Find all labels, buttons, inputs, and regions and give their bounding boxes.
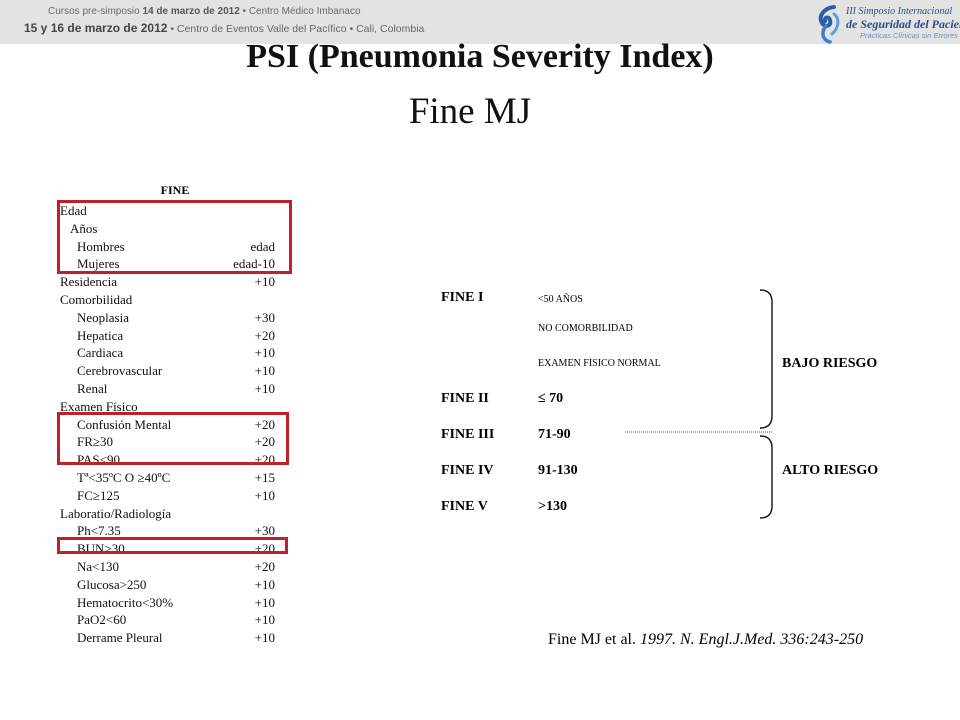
fine-table-row-value: edad [250, 238, 275, 254]
high-risk-label: ALTO RIESGO [782, 463, 879, 478]
fine-table-row-label: Ph<7.35 [77, 523, 121, 539]
class-fine-v: FINE V [441, 499, 488, 514]
fine-table-row-value: +10 [254, 363, 275, 379]
swirl-logo-icon [818, 5, 840, 44]
class-fine-ii: FINE II [441, 391, 489, 406]
citation: Fine MJ et al. 1997. N. Engl.J.Med. 336:… [548, 631, 864, 648]
logo-line-3: Prácticas Clínicas sin Errores [860, 31, 958, 40]
fine-table-row-label: Confusión Mental [77, 416, 172, 432]
fine-table-row-value: +30 [254, 523, 275, 539]
fine-table-row-label: PaO2<60 [77, 612, 127, 628]
fine-table-row-label: Cerebrovascular [77, 363, 163, 379]
fine-table-row-label: Cardiaca [77, 345, 124, 361]
low-risk-bracket [759, 289, 773, 429]
fine-table-row-value: +10 [254, 381, 275, 396]
fine-table-row-label: FR≥30 [77, 434, 114, 450]
criterion-physical-exam: EXAMEN FISICO NORMAL [538, 358, 661, 369]
event-banner: Cursos pre-simposio 14 de marzo de 2012 … [0, 0, 960, 44]
class-fine-iv: FINE IV [441, 463, 494, 478]
fine-table-row-label: FC≥125 [77, 487, 120, 503]
fine-table-row-value: +10 [254, 594, 275, 610]
slide-title: PSI (Pneumonia Severity Index) [246, 38, 714, 75]
fine-table-row-label: Edad [60, 203, 87, 218]
fine-table-row-label: Derrame Pleural [77, 630, 163, 646]
fine-table-row-label: Neoplasia [77, 309, 129, 325]
fine-table-row-label: Hepatica [77, 327, 124, 343]
highlight-box-age [57, 200, 292, 274]
fine-table-row-value: +20 [254, 434, 275, 450]
fine-table-row-label: Años [70, 220, 98, 236]
slide-subtitle: Fine MJ [408, 91, 532, 132]
fine-table-row-label: Comorbilidad [60, 292, 133, 307]
fine-table-row-label: Mujeres [77, 256, 120, 272]
banner-line-2: 15 y 16 de marzo de 2012 • Centro de Eve… [24, 21, 425, 35]
low-risk-label: BAJO RIESGO [782, 356, 878, 371]
criterion-comorbidity: NO COMORBILIDAD [538, 323, 633, 334]
fine-table-row-label: Laboratio/Radiología [60, 505, 172, 521]
fine-table-row-value: +10 [254, 487, 275, 503]
fine-table-row-value: +20 [254, 327, 275, 343]
logo-line-2: de Seguridad del Paciente [846, 17, 960, 31]
fine-table-row-label: Hombres [77, 238, 125, 254]
symposium-logo: III Simposio Internacional de Seguridad … [812, 4, 960, 44]
fine-table-row-label: Na<130 [77, 559, 119, 574]
fine-table-row-label: Hematocrito<30% [77, 594, 174, 610]
high-risk-bracket [759, 435, 773, 519]
fine-table-row-value: +10 [254, 630, 275, 646]
banner-line-1: Cursos pre-simposio 14 de marzo de 2012 … [48, 6, 361, 17]
fine-table-header: FINE [160, 183, 190, 197]
fine-table-row-value: edad-10 [233, 256, 275, 272]
fine-table-row-value: +10 [254, 612, 275, 628]
logo-line-1: III Simposio Internacional [846, 6, 953, 17]
highlight-box-bun [57, 537, 288, 554]
fine-table-row-label: Glucosa>250 [77, 576, 147, 592]
fine-table-row-label: Examen Físico [60, 398, 138, 414]
range-fine-iv: 91-130 [538, 463, 578, 478]
fine-table-row-value: +10 [254, 576, 275, 592]
fine-table-row-value: +15 [254, 470, 275, 485]
class-fine-i: FINE I [441, 290, 484, 305]
criterion-age: <50 AÑOS [538, 294, 583, 305]
fine-table-row-value: +10 [254, 345, 275, 361]
range-fine-ii: ≤ 70 [538, 391, 564, 406]
fine-table-row-label: Renal [77, 381, 108, 396]
fine-table-row-value: +30 [254, 309, 275, 325]
fine-table-row-value: +20 [254, 559, 275, 574]
fine-table-row-label: Residencia [60, 274, 118, 290]
class-fine-iii: FINE III [441, 427, 495, 442]
fine-table-row-value: +10 [254, 274, 275, 290]
range-fine-v: >130 [538, 499, 567, 514]
fine-table-row-label: Tª<35ºC O ≥40ºC [77, 470, 171, 485]
fine-table-row-value: +20 [254, 416, 275, 432]
range-fine-iii: 71-90 [538, 427, 571, 442]
highlight-box-physical-exam [57, 412, 289, 465]
